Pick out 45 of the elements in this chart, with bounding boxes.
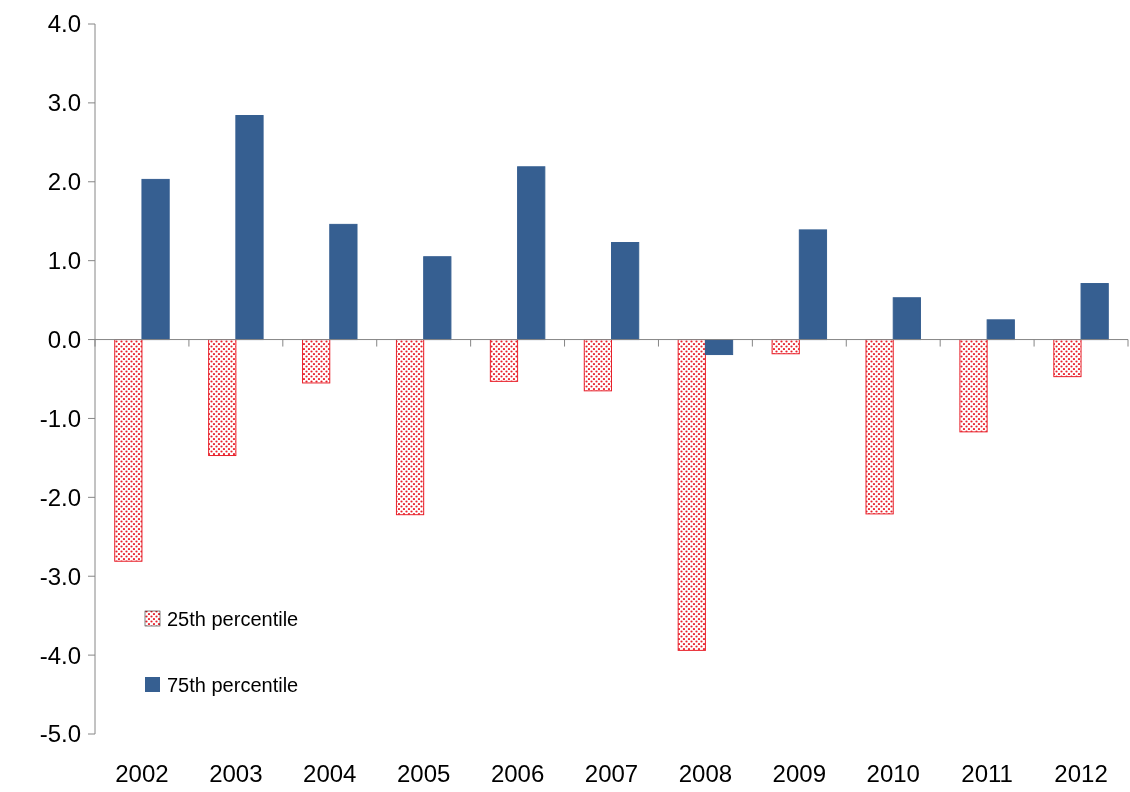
bar: [959, 339, 988, 433]
y-tick-label: -1.0: [39, 404, 81, 432]
y-tick-label: -2.0: [39, 483, 81, 511]
x-tick-label: 2008: [678, 760, 733, 787]
y-tick-label: 2.0: [47, 168, 81, 196]
bar: [704, 339, 734, 356]
x-tick-label: 2007: [584, 760, 639, 787]
bar: [423, 256, 452, 341]
bar: [141, 178, 170, 341]
legend-label: 25th percentile: [167, 608, 299, 630]
bar: [865, 339, 894, 515]
bar: [677, 339, 706, 651]
bar: [395, 339, 425, 516]
bar: [329, 223, 358, 341]
bar: [1080, 283, 1109, 341]
bar: [1053, 339, 1082, 378]
legend-label: 75th percentile: [167, 674, 299, 696]
y-tick-label: -3.0: [39, 562, 81, 590]
bar: [114, 339, 143, 562]
x-tick-label: 2009: [772, 760, 827, 787]
bar: [235, 115, 264, 341]
bar: [208, 339, 237, 457]
x-tick-label: 2011: [961, 760, 1013, 787]
bar: [583, 339, 612, 392]
bar: [986, 319, 1015, 341]
bar: [611, 242, 640, 341]
x-tick-label: 2003: [209, 760, 263, 787]
x-tick-label: 2010: [866, 760, 920, 787]
bar: [489, 339, 519, 382]
y-tick-label: 1.0: [47, 247, 81, 275]
x-tick-label: 2004: [303, 760, 357, 787]
bar: [302, 339, 331, 384]
x-tick-label: 2005: [396, 760, 451, 787]
x-tick-label: 2006: [490, 760, 545, 787]
bar: [771, 339, 800, 355]
y-tick-label: 3.0: [47, 89, 81, 117]
bar: [517, 166, 546, 341]
x-tick-label: 2012: [1054, 760, 1108, 787]
y-tick-label: 0.0: [47, 325, 81, 353]
bar: [892, 297, 921, 341]
y-tick-label: -5.0: [39, 720, 81, 748]
y-tick-label: -4.0: [39, 641, 81, 669]
y-tick-label: 4.0: [47, 10, 81, 38]
x-tick-label: 2002: [115, 760, 169, 787]
bar: [798, 229, 828, 341]
